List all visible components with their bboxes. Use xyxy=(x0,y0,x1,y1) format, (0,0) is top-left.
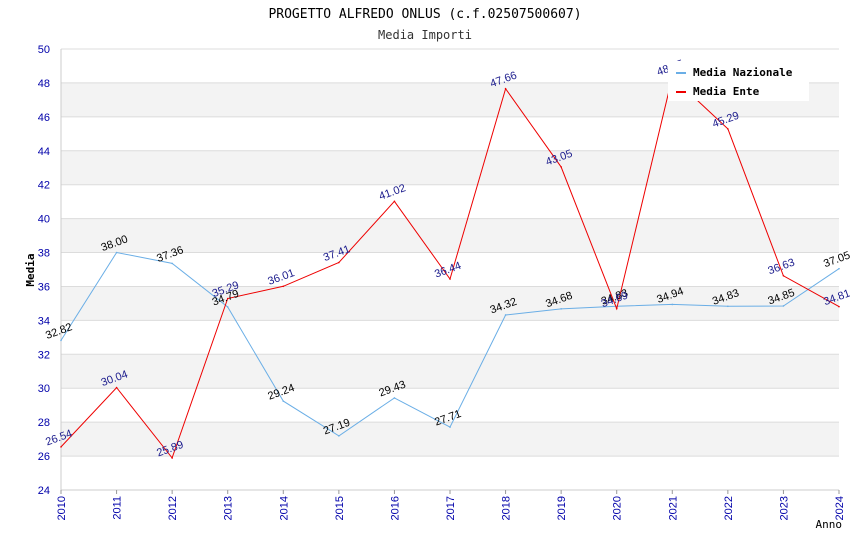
x-tick-label: 2013 xyxy=(223,496,235,520)
data-point xyxy=(60,446,62,448)
data-point xyxy=(226,297,229,300)
background-band xyxy=(61,150,839,185)
data-labels: 32.8238.0037.3634.7929.2427.1929.4327.71… xyxy=(44,58,850,460)
y-axis-label: Media xyxy=(24,253,37,286)
data-point xyxy=(838,267,840,270)
x-tick-label: 2018 xyxy=(501,496,513,520)
data-point xyxy=(226,306,229,308)
x-tick-label: 2024 xyxy=(834,496,846,520)
legend-box xyxy=(668,61,809,101)
data-label: 36.63 xyxy=(766,257,796,278)
x-tick-label: 2011 xyxy=(112,496,124,520)
data-point xyxy=(449,278,451,280)
data-point xyxy=(504,314,507,316)
x-axis-label: Anno xyxy=(816,518,843,531)
y-tick-label: 46 xyxy=(38,112,50,124)
legend: Media Nazionale Media Ente xyxy=(668,61,809,101)
series-line-media-nazionale xyxy=(60,251,840,437)
background-band xyxy=(61,354,839,389)
data-point xyxy=(782,305,785,307)
data-point xyxy=(115,386,118,389)
y-tick-label: 40 xyxy=(38,214,50,226)
data-point xyxy=(449,426,451,428)
y-tick-label: 32 xyxy=(38,349,50,361)
x-tick-label: 2014 xyxy=(278,496,290,520)
data-label: 41.02 xyxy=(377,182,407,203)
x-tick-label: 2021 xyxy=(667,496,679,520)
y-tick-label: 28 xyxy=(38,417,50,429)
data-point xyxy=(171,262,173,265)
data-point xyxy=(115,251,118,254)
x-tick-label: 2015 xyxy=(334,496,346,520)
y-tick-label: 26 xyxy=(38,451,50,463)
data-point xyxy=(838,305,840,308)
y-tick-label: 30 xyxy=(38,383,50,395)
chart-subtitle: Media Importi xyxy=(378,28,472,42)
x-tick-label: 2020 xyxy=(612,496,624,520)
data-point xyxy=(393,397,396,399)
x-tick-label: 2019 xyxy=(556,496,568,520)
x-tick-label: 2016 xyxy=(389,496,401,520)
data-label: 36.44 xyxy=(433,260,463,281)
data-point xyxy=(171,457,173,459)
y-tick-label: 50 xyxy=(38,44,50,56)
data-point xyxy=(504,87,507,90)
y-tick-label: 48 xyxy=(38,78,50,90)
data-point xyxy=(338,261,340,264)
x-tick-label: 2022 xyxy=(723,496,735,520)
data-point xyxy=(782,274,785,277)
data-point xyxy=(727,128,729,130)
axes xyxy=(60,49,840,494)
y-tick-label: 38 xyxy=(38,248,50,260)
x-tick-label: 2010 xyxy=(56,496,68,520)
legend-entry: Media Nazionale xyxy=(693,66,793,79)
data-label: 36.01 xyxy=(266,267,296,288)
y-tick-labels: 24 26 28 30 32 34 36 38 40 42 44 46 48 50 xyxy=(38,44,50,497)
x-tick-label: 2017 xyxy=(445,496,457,520)
data-point xyxy=(560,308,562,310)
data-point xyxy=(727,305,729,308)
data-point xyxy=(393,200,396,203)
series-lines xyxy=(60,76,840,459)
chart-title: PROGETTO ALFREDO ONLUS (c.f.02507500607) xyxy=(268,7,581,22)
legend-entry: Media Ente xyxy=(693,85,760,98)
x-tick-label: 2012 xyxy=(167,496,179,520)
y-tick-label: 24 xyxy=(38,485,50,497)
data-point xyxy=(60,339,62,342)
y-tick-label: 34 xyxy=(38,315,50,327)
x-tick-labels: 2010 2011 2012 2013 2014 2015 2016 2017 2018 2019… xyxy=(56,496,846,520)
data-point xyxy=(282,400,285,402)
background-band xyxy=(61,218,839,253)
background-band xyxy=(61,286,839,321)
y-tick-label: 42 xyxy=(38,180,50,192)
data-point xyxy=(560,166,562,168)
data-point xyxy=(671,303,674,306)
y-tick-label: 44 xyxy=(38,146,50,158)
x-tick-label: 2023 xyxy=(778,496,790,520)
y-tick-label: 36 xyxy=(38,281,50,293)
data-point xyxy=(615,307,618,310)
data-point xyxy=(338,435,340,437)
data-point xyxy=(282,285,285,288)
